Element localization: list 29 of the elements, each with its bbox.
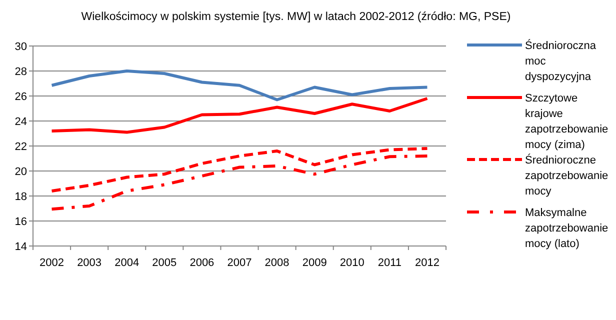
y-tick-label: 16	[14, 216, 27, 228]
x-tick-label: 2007	[227, 257, 252, 269]
legend-label: Średnioroczne zapotrzebowanie mocy	[525, 154, 608, 198]
y-tick-label: 20	[14, 166, 27, 178]
x-tick-label: 2002	[40, 257, 64, 269]
x-tick-label: 2011	[378, 257, 402, 269]
x-tick-label: 2008	[264, 257, 290, 269]
y-tick-label: 18	[14, 190, 27, 203]
x-tick-label: 2006	[190, 257, 214, 269]
legend-label: Szczytowe krajowe zapotrzebowanie mocy (zima)	[525, 92, 608, 151]
y-tick-label: 22	[14, 140, 27, 153]
line-series	[50, 70, 429, 102]
x-tick-label: 2003	[77, 257, 102, 269]
x-tick-label: 2005	[152, 257, 177, 269]
legend-label: Maksymalne zapotrzebowanie mocy (lato)	[525, 207, 608, 250]
line-series	[50, 147, 429, 192]
line-series	[50, 154, 429, 211]
x-tick-label: 2004	[114, 257, 140, 269]
chart-title: Wielkościmocy w polskim systemie [tys. MW] w latach 2002-2012 (źródło: MG, PSE)	[81, 11, 511, 23]
y-tick-label: 28	[14, 66, 27, 78]
line-series	[50, 97, 429, 134]
y-tick-label: 24	[14, 116, 27, 128]
y-tick-label: 26	[14, 90, 27, 103]
x-tick-label: 2012	[414, 257, 440, 269]
x-tick-label: 2010	[340, 257, 364, 269]
y-tick-label: 30	[14, 40, 27, 53]
x-tick-label: 2009	[302, 257, 327, 269]
y-tick-label: 14	[14, 240, 27, 253]
legend-label: Średnioroczna moc dyspozycyjna	[525, 39, 597, 83]
